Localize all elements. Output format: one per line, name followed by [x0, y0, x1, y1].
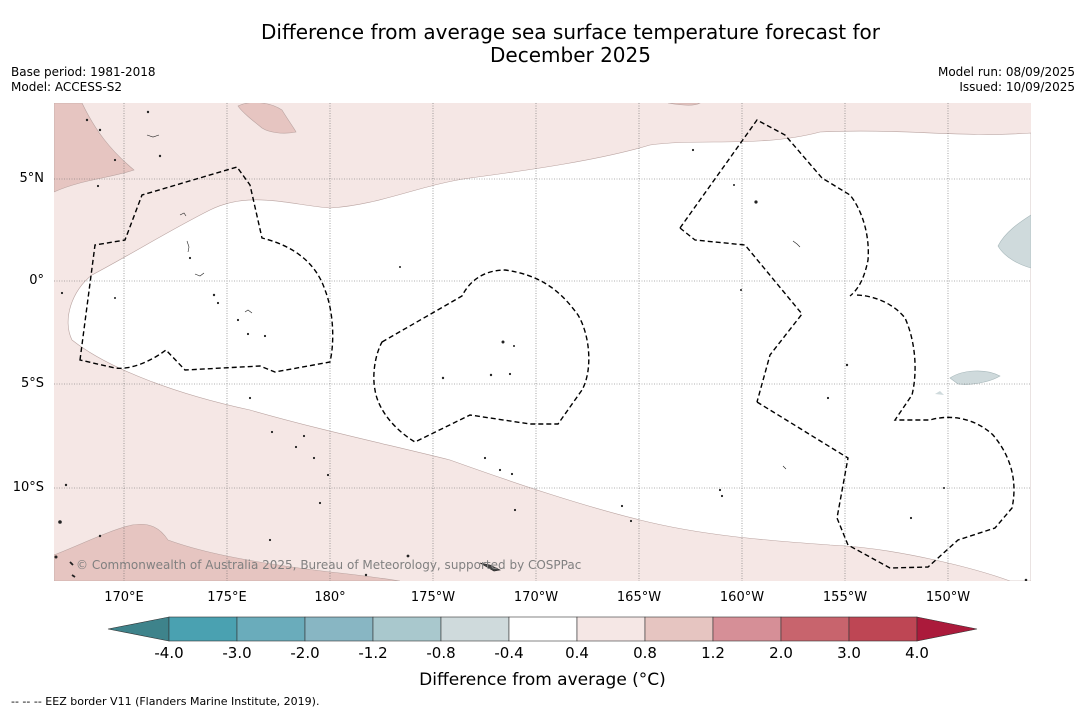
colorbar: [107, 616, 978, 642]
colorbar-extend-low: [107, 616, 170, 642]
colorbar-tick-label: -2.0: [290, 644, 320, 662]
colorbar-bin: [644, 616, 714, 642]
cool-patch-small: [935, 391, 944, 395]
eez-line-islands-north: [679, 119, 870, 403]
lat-label-5s: 5°S: [20, 376, 44, 391]
copyright-notice: © Commonwealth of Australia 2025, Bureau…: [76, 558, 582, 572]
colorbar-tick-label: 3.0: [837, 644, 861, 662]
colorbar-tick-label: 4.0: [905, 644, 929, 662]
lon-label-175w: 175°W: [410, 590, 456, 605]
colorbar-bin: [236, 616, 306, 642]
colorbar-tick-label: 2.0: [769, 644, 793, 662]
graticule: [54, 103, 1031, 581]
colorbar-bin: [780, 616, 850, 642]
lon-label-170e: 170°E: [104, 590, 144, 605]
warm-patch-northwest: [54, 103, 135, 193]
lon-label-180: 180°: [314, 590, 346, 605]
colorbar-title: Difference from average (°C): [419, 670, 666, 690]
colorbar-tick-label: 1.2: [701, 644, 725, 662]
cool-patch-east: [997, 214, 1031, 269]
warm-patch-southwest: [54, 523, 401, 581]
colorbar-bin: [576, 616, 646, 642]
eez-borders: [79, 119, 1015, 569]
colorbar-tick-label: -1.2: [358, 644, 388, 662]
eez-line-islands-south: [756, 294, 1015, 569]
issued-date: Issued: 10/09/2025: [959, 80, 1075, 94]
warm-patch-north: [237, 103, 297, 134]
model-name: Model: ACCESS-S2: [11, 80, 123, 94]
lon-label-170w: 170°W: [513, 590, 559, 605]
cool-patch-southeast: [949, 370, 1001, 385]
colorbar-tick-label: 0.8: [633, 644, 657, 662]
colorbar-bin: [372, 616, 442, 642]
title-line-1: Difference from average sea surface temp…: [260, 20, 880, 44]
run-info: Model run: 08/09/2025 Issued: 10/09/2025: [938, 65, 1075, 95]
colorbar-bin: [712, 616, 782, 642]
eez-phoenix-islands: [373, 269, 590, 443]
lat-label-10s: 10°S: [12, 480, 44, 495]
colorbar-tick-label: -0.4: [494, 644, 524, 662]
colorbar-bin: [848, 616, 918, 642]
eez-kiribati-gilbert: [79, 166, 334, 373]
colorbar-tick-label: -3.0: [222, 644, 252, 662]
map-area: [54, 103, 1031, 581]
lat-label-0: 0°: [29, 273, 44, 288]
model-run-date: Model run: 08/09/2025: [937, 65, 1075, 79]
colorbar-tick-label: -4.0: [154, 644, 184, 662]
base-period: Base period: 1981-2018: [11, 65, 156, 79]
title-line-2: December 2025: [490, 43, 651, 67]
colorbar-bin: [168, 616, 238, 642]
colorbar-extend-high: [916, 616, 978, 642]
islands: [54, 110, 1028, 581]
colorbar-tick-label: 0.4: [565, 644, 589, 662]
lat-label-5n: 5°N: [19, 171, 45, 186]
model-info: Base period: 1981-2018 Model: ACCESS-S2: [11, 65, 156, 95]
neutral-anomaly-region: [67, 130, 1031, 581]
lon-label-155w: 155°W: [822, 590, 868, 605]
eez-legend-note: -- -- -- EEZ border V11 (Flanders Marine…: [11, 695, 320, 708]
map-title: Difference from average sea surface temp…: [0, 21, 1085, 67]
lon-label-165w: 165°W: [616, 590, 662, 605]
lon-label-175e: 175°E: [207, 590, 247, 605]
colorbar-bin: [508, 616, 578, 642]
colorbar-tick-label: -0.8: [426, 644, 456, 662]
lon-label-160w: 160°W: [719, 590, 765, 605]
warm-patch-northeast: [667, 103, 701, 106]
colorbar-bin: [304, 616, 374, 642]
colorbar-bin: [440, 616, 510, 642]
lon-label-150w: 150°W: [925, 590, 971, 605]
